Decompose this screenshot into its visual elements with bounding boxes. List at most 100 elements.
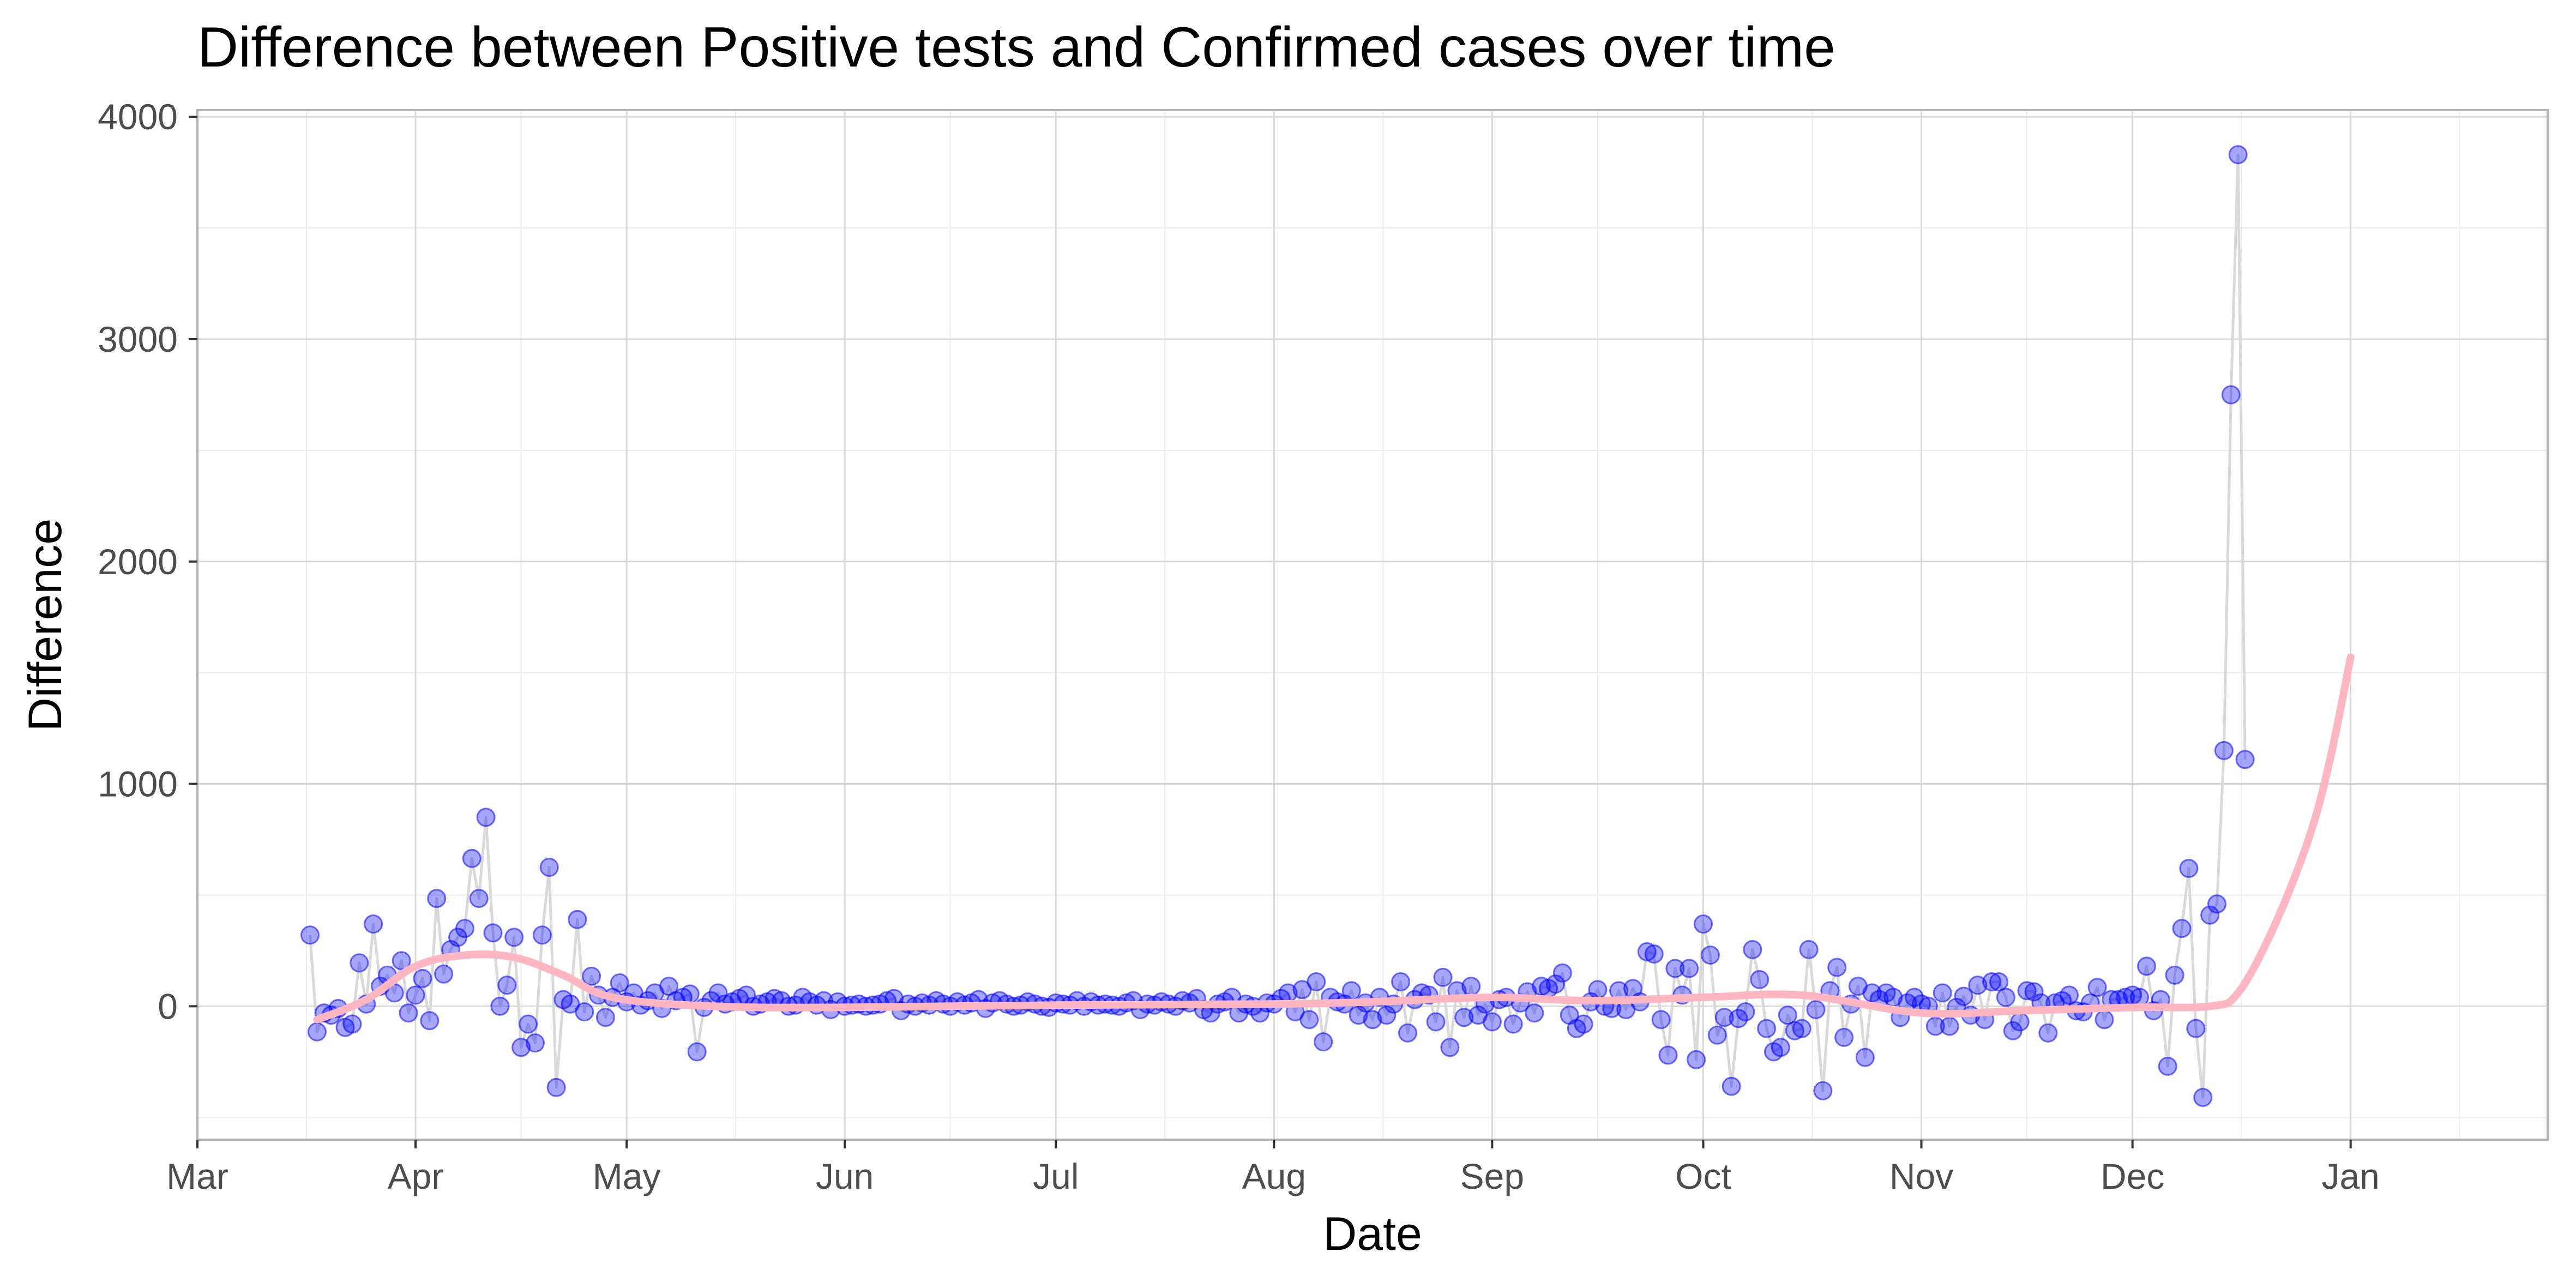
data-points (300, 145, 2255, 1107)
data-point (342, 1014, 362, 1034)
data-point (1700, 946, 1720, 965)
data-point (1525, 1003, 1544, 1023)
data-point (519, 1014, 538, 1034)
data-point (364, 914, 383, 934)
data-point (1644, 944, 1664, 964)
data-point (610, 973, 629, 992)
data-point (455, 919, 474, 938)
data-point (2200, 905, 2220, 925)
data-point (708, 983, 728, 1003)
data-point (1799, 940, 1819, 959)
data-point (1989, 972, 2008, 991)
data-point (2024, 982, 2044, 1002)
data-point (1954, 986, 1973, 1006)
data-point (1757, 1019, 1777, 1038)
data-point (1440, 1038, 1460, 1057)
data-point (392, 951, 411, 971)
data-point (2172, 919, 2192, 938)
data-point (525, 1033, 545, 1053)
data-point (427, 889, 447, 908)
data-point (1363, 1010, 1382, 1030)
data-point (1588, 980, 1608, 1000)
data-point (2193, 1088, 2213, 1107)
data-point (1785, 1021, 1804, 1040)
data-point (2010, 1012, 2030, 1032)
data-point (2087, 978, 2107, 997)
data-point (1771, 1038, 1790, 1057)
data-point (434, 964, 454, 984)
x-tick-label: Jul (1033, 1156, 1079, 1196)
data-point (511, 1038, 531, 1057)
data-point (1694, 914, 1713, 934)
data-point (2179, 859, 2199, 878)
data-point (1341, 981, 1361, 1001)
connecting-line (309, 153, 2247, 1099)
data-point (1968, 976, 1988, 995)
data-point (1750, 970, 1770, 989)
data-point (1532, 977, 1551, 996)
data-point (1546, 974, 1565, 994)
data-point (1925, 1016, 1945, 1036)
y-tick-label: 0 (158, 986, 178, 1026)
data-point (1933, 983, 1952, 1003)
data-point (532, 925, 552, 945)
data-point (2235, 750, 2255, 769)
data-point (399, 1003, 418, 1023)
data-point (2137, 956, 2156, 976)
data-point (1482, 1012, 1502, 1032)
data-point (2017, 981, 2037, 1001)
data-point (413, 968, 432, 988)
x-tick-label: Mar (166, 1156, 228, 1196)
data-point (2094, 1010, 2114, 1030)
data-point (1574, 1014, 1593, 1034)
x-tick-label: Aug (1242, 1156, 1306, 1196)
data-point (1426, 1012, 1446, 1032)
data-point (1307, 972, 1326, 991)
data-point (2158, 1056, 2177, 1076)
data-point (1651, 1010, 1671, 1030)
data-point (497, 976, 517, 995)
x-tick-label: Dec (2100, 1156, 2164, 1196)
data-point (2060, 985, 2079, 1005)
grid (196, 110, 2548, 1140)
data-point (476, 808, 496, 827)
data-point (1714, 1008, 1734, 1027)
data-point (568, 910, 587, 929)
data-point (469, 889, 489, 908)
data-point (1905, 988, 1924, 1007)
data-point (680, 984, 700, 1004)
data-point (546, 1078, 566, 1097)
data-point (300, 925, 320, 945)
x-tick-label: Jan (2321, 1156, 2379, 1196)
data-point (1637, 942, 1657, 961)
data-point (1461, 977, 1481, 996)
data-point (1665, 959, 1685, 978)
x-axis-title: Date (1323, 1208, 1422, 1260)
x-tick-label: Apr (388, 1156, 444, 1196)
data-point (2186, 1019, 2206, 1038)
data-point (483, 923, 503, 943)
data-point (2221, 385, 2241, 405)
axes: Mar Apr May Jun Jul Aug Sep Oct Nov Dec Jan 0 1000 20… (98, 97, 2380, 1196)
data-point (406, 985, 425, 1005)
data-point (1658, 1045, 1678, 1065)
data-point (575, 1002, 594, 1021)
data-point (1778, 1006, 1797, 1025)
data-point (1398, 1023, 1417, 1043)
data-point (1503, 1014, 1523, 1034)
data-point (1855, 1048, 1875, 1067)
chart-title: Difference between Positive tests and Co… (197, 16, 1835, 79)
connecting-polyline (309, 153, 2247, 1099)
data-point (595, 1008, 615, 1027)
x-tick-label: Oct (1675, 1156, 1731, 1196)
data-point (350, 953, 369, 973)
data-point (2228, 145, 2248, 165)
data-point (2214, 741, 2234, 760)
x-tick-label: May (593, 1156, 661, 1196)
data-point (1299, 1010, 1319, 1030)
y-tick-label: 3000 (98, 319, 178, 359)
data-point (1687, 1050, 1706, 1069)
data-point (1552, 963, 1572, 983)
